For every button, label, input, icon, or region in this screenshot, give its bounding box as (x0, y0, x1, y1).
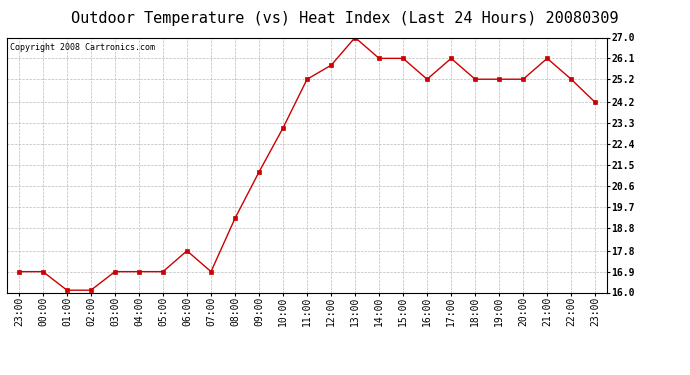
Text: Copyright 2008 Cartronics.com: Copyright 2008 Cartronics.com (10, 43, 155, 52)
Text: Outdoor Temperature (vs) Heat Index (Last 24 Hours) 20080309: Outdoor Temperature (vs) Heat Index (Las… (71, 11, 619, 26)
